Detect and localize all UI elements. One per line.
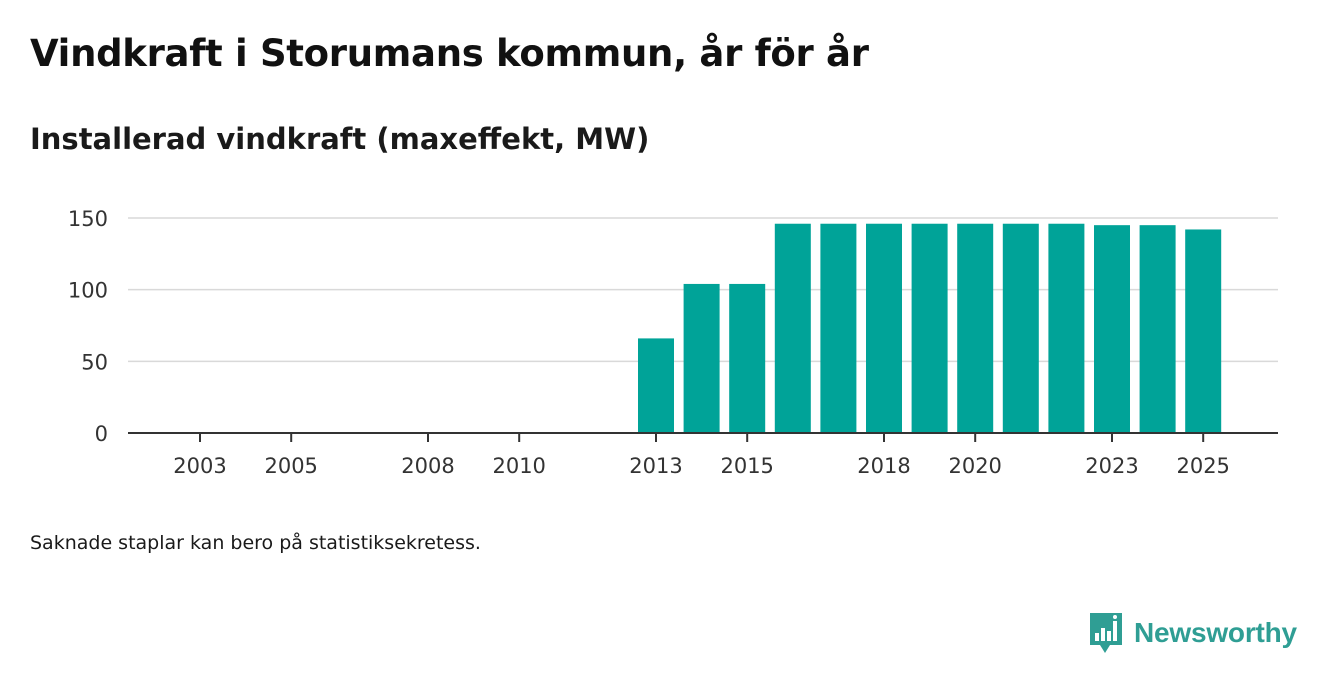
x-axis: [128, 432, 1278, 442]
bar-2020: [957, 223, 994, 433]
y-tick-label-150: 150: [68, 207, 108, 231]
newsworthy-logo-text: Newsworthy: [1134, 617, 1297, 648]
x-tick-label-2020: 2020: [948, 454, 1001, 478]
bar-2014: [683, 283, 720, 433]
bar-2015: [729, 283, 766, 433]
x-tick-label-2025: 2025: [1176, 454, 1229, 478]
x-tick-label-2010: 2010: [492, 454, 545, 478]
y-tick-labels: 0 50 100 150: [68, 207, 108, 446]
x-tick-label-2023: 2023: [1085, 454, 1138, 478]
bar-2021: [1002, 223, 1039, 433]
bar-2017: [820, 223, 857, 433]
x-tick-label-2008: 2008: [401, 454, 454, 478]
bar-2019: [911, 223, 948, 433]
bar-2018: [866, 223, 902, 433]
y-tick-label-50: 50: [81, 350, 108, 374]
x-tick-label-2015: 2015: [720, 454, 773, 478]
bar-2022: [1048, 223, 1085, 433]
x-tick-label-2003: 2003: [173, 454, 226, 478]
y-tick-label-100: 100: [68, 279, 108, 303]
x-tick-label-2018: 2018: [857, 454, 910, 478]
chart-subtitle: Installerad vindkraft (maxeffekt, MW): [30, 122, 650, 156]
bar-2023: [1094, 225, 1130, 433]
y-tick-label-0: 0: [95, 422, 108, 446]
x-tick-label-2013: 2013: [629, 454, 682, 478]
bar-2024: [1139, 225, 1176, 433]
bars: [638, 223, 1222, 433]
footnote: Saknade staplar kan bero på statistiksek…: [30, 532, 481, 554]
bar-2016: [774, 223, 811, 433]
x-tick-label-2005: 2005: [264, 454, 317, 478]
bar-2013: [638, 338, 674, 433]
x-tick-labels: 2003 2005 2008 2010 2013 2015 2018 2020 2023 2025: [173, 454, 1230, 478]
newsworthy-logo[interactable]: Newsworthy: [1088, 610, 1297, 656]
newsworthy-logo-icon: [1090, 613, 1122, 653]
bar-2025: [1185, 229, 1222, 433]
chart-title: Vindkraft i Storumans kommun, år för år: [30, 32, 869, 75]
